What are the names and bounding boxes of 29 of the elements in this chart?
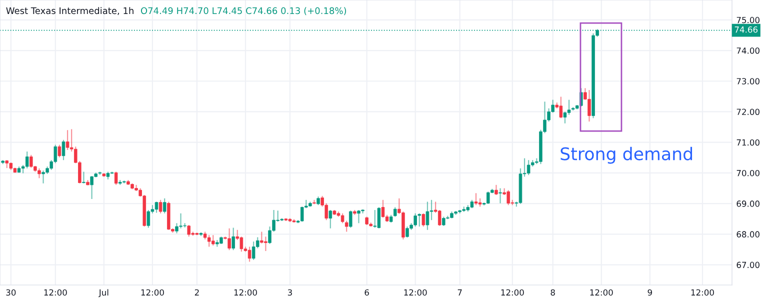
x-tick-label: 3 (288, 289, 292, 296)
text: West Texas Intermediate, 1h (6, 7, 134, 16)
x-tick-label: 8 (550, 289, 555, 296)
x-tick-label: 6 (364, 289, 369, 296)
x-tick-label: 9 (648, 289, 652, 296)
x-tick-label: 12:00 (691, 289, 714, 296)
y-tick-label: 73.00 (736, 78, 760, 84)
ref-line-label: 74.66 (734, 26, 758, 33)
x-tick-label: 12:00 (590, 289, 613, 296)
y-tick-label: 68.00 (736, 231, 760, 238)
x-tick-label: 12:00 (141, 289, 164, 296)
x-tick-label: Jul (98, 289, 108, 298)
x-tick-label: 12:00 (501, 289, 524, 296)
y-tick-label: 67.00 (736, 262, 760, 268)
x-tick-label: 2 (194, 289, 199, 296)
y-tick-label: 72.00 (736, 108, 760, 116)
y-tick-label: 74.00 (736, 47, 760, 54)
y-tick-label: 75.00 (736, 16, 760, 24)
x-tick-label: 30 (6, 289, 16, 296)
y-tick-label: 70.00 (736, 170, 760, 176)
x-tick-label: 12:00 (404, 289, 427, 296)
annotation: Strong demand (560, 146, 692, 164)
x-tick-label: 7 (458, 289, 462, 296)
x-tick-label: 12:00 (44, 289, 67, 296)
y-tick-label: 71.00 (736, 139, 760, 146)
x-tick-label: 12:00 (234, 289, 257, 296)
y-tick-label: 69.00 (736, 200, 760, 207)
text: O74.49 H74.70 L74.45 C74.66 0.13 (+0.18%) (140, 7, 346, 16)
candlestick (312, 199, 316, 205)
